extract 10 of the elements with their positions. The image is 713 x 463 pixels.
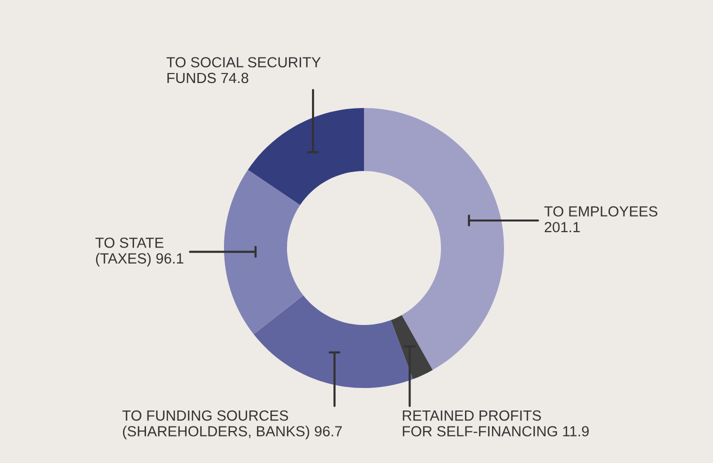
donut-slice [390,315,433,380]
donut-slice [248,108,364,205]
slice-label: TO SOCIAL SECURITY FUNDS 74.8 [166,57,321,84]
donut-slice [224,170,304,334]
slice-label: RETAINED PROFITS FOR SELF-FINANCING 11.9 [402,410,589,436]
slice-label: TO EMPLOYEES 201.1 [544,206,658,232]
slice-label: TO FUNDING SOURCES (SHAREHOLDERS, BANKS) 96.7 [122,410,342,440]
slice-label: TO STATE (TAXES) 96.1 [95,238,184,266]
donut-slice [364,108,504,370]
donut-slice [254,295,413,388]
